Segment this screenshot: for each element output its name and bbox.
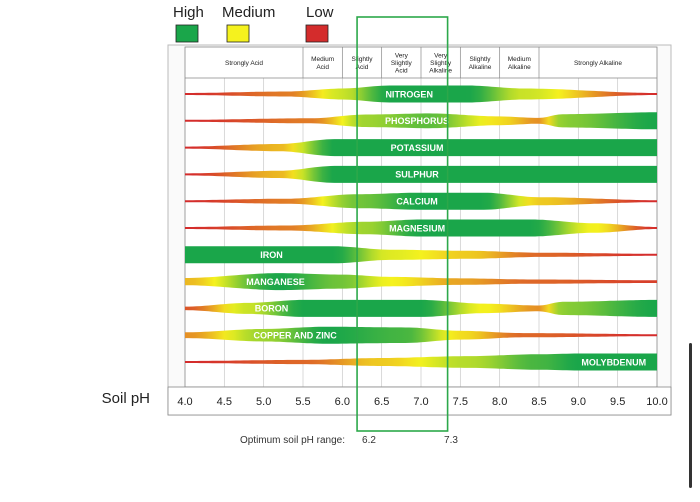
axis-strip xyxy=(167,386,672,416)
nutrient-band-shape xyxy=(185,353,657,371)
zone-label: Acid xyxy=(316,64,329,71)
nutrient-band-molybdenum: MOLYBDENUM xyxy=(185,353,657,371)
nutrient-band-shape xyxy=(185,85,657,103)
zone-label: Strongly Acid xyxy=(225,60,263,67)
nutrient-band-iron: IRON xyxy=(185,246,657,264)
ph-zone-headers: Strongly AcidMediumAcidSlightlyAcidVeryS… xyxy=(225,47,622,78)
nutrient-band-shape xyxy=(185,219,657,237)
legend-label: Low xyxy=(306,4,334,21)
x-tick-label: 9.0 xyxy=(571,396,586,408)
nutrient-label: PHOSPHORUS xyxy=(385,116,449,126)
zone-label: Very xyxy=(434,52,448,59)
nutrient-band-nitrogen: NITROGEN xyxy=(185,85,657,103)
x-tick-label: 6.0 xyxy=(335,396,350,408)
zone-label: Medium xyxy=(508,56,531,63)
zone-label: Slightly xyxy=(352,56,374,63)
nutrient-label: SULPHUR xyxy=(395,170,439,180)
zone-label: Slightly xyxy=(391,60,413,67)
optimum-range-from: 6.2 xyxy=(362,435,376,446)
x-tick-label: 5.5 xyxy=(295,396,310,408)
optimum-range: Optimum soil pH range: 6.2 7.3 xyxy=(240,16,458,446)
nutrient-bands: NITROGEN PHOSPHORUS POTASSIUM SULPHUR CALCIU… xyxy=(185,85,657,371)
nutrient-label: COPPER AND ZINC xyxy=(254,331,338,341)
x-tick-label: 8.0 xyxy=(492,396,507,408)
legend-swatch xyxy=(226,24,250,43)
zone-label: Acid xyxy=(356,64,369,71)
nutrient-band-shape xyxy=(185,273,657,291)
zone-label: Strongly Alkaline xyxy=(574,60,622,67)
nutrient-label: MANGANESE xyxy=(246,277,305,287)
zone-header: Strongly Acid xyxy=(225,60,263,67)
zone-label: Slightly xyxy=(470,56,492,63)
nutrient-label: BORON xyxy=(255,304,289,314)
optimum-range-to: 7.3 xyxy=(444,435,458,446)
x-tick-label: 8.5 xyxy=(531,396,546,408)
nutrient-band-phosphorus: PHOSPHORUS xyxy=(185,112,657,130)
nutrient-label: POTASSIUM xyxy=(391,143,444,153)
x-tick-label: 4.5 xyxy=(217,396,232,408)
legend: High Medium Low xyxy=(173,4,334,43)
zone-label: Alkaline xyxy=(508,64,531,71)
nutrient-band-boron: BORON xyxy=(185,299,657,317)
x-tick-label: 10.0 xyxy=(646,396,667,408)
nutrient-label: MAGNESIUM xyxy=(389,223,445,233)
nutrient-label: CALCIUM xyxy=(396,197,438,207)
legend-item-high: High xyxy=(173,4,204,43)
nutrient-band-shape xyxy=(185,192,657,210)
nutrient-band-shape xyxy=(185,139,657,157)
optimum-range-label: Optimum soil pH range: xyxy=(240,435,345,446)
legend-item-low: Low xyxy=(305,4,334,43)
nutrient-band-magnesium: MAGNESIUM xyxy=(185,219,657,237)
nutrient-label: MOLYBDENUM xyxy=(581,357,646,367)
zone-label: Acid xyxy=(395,68,408,75)
x-tick-label: 4.0 xyxy=(177,396,192,408)
vertical-scrollbar[interactable] xyxy=(689,343,692,488)
nutrient-label: IRON xyxy=(260,250,283,260)
legend-item-medium: Medium xyxy=(222,4,275,43)
nutrient-band-calcium: CALCIUM xyxy=(185,192,657,210)
x-axis-title: Soil pH xyxy=(102,390,150,407)
nutrient-band-copper-and-zinc: COPPER AND ZINC xyxy=(185,326,657,344)
zone-label: Very xyxy=(395,52,409,59)
zone-label: Alkaline xyxy=(469,64,492,71)
x-tick-label: 5.0 xyxy=(256,396,271,408)
nutrient-band-potassium: POTASSIUM xyxy=(185,139,657,157)
nutrient-band-manganese: MANGANESE xyxy=(185,273,657,291)
zone-label: Alkaline xyxy=(429,68,452,75)
zone-header: Strongly Alkaline xyxy=(538,47,622,78)
nutrient-band-shape xyxy=(185,326,657,344)
x-tick-label: 6.5 xyxy=(374,396,389,408)
nutrient-band-shape xyxy=(185,165,657,183)
legend-swatch xyxy=(175,24,199,43)
nutrient-band-shape xyxy=(185,246,657,264)
x-tick-label: 7.5 xyxy=(453,396,468,408)
zone-label: Medium xyxy=(311,56,334,63)
optimum-range-box xyxy=(356,16,449,432)
nutrient-label: NITROGEN xyxy=(385,89,433,99)
legend-swatch xyxy=(305,24,329,43)
legend-label: Medium xyxy=(222,4,275,21)
nutrient-band-shape xyxy=(185,112,657,130)
legend-label: High xyxy=(173,4,204,21)
x-tick-label: 7.0 xyxy=(413,396,428,408)
nutrient-band-sulphur: SULPHUR xyxy=(185,165,657,183)
zone-label: Slightly xyxy=(430,60,452,67)
x-tick-label: 9.5 xyxy=(610,396,625,408)
x-axis: 4.0 4.5 5.0 5.5 6.0 6.5 7.0 7.5 8.0 8.5 9.0 9.5 10.0… xyxy=(102,386,672,416)
nutrient-band-shape xyxy=(185,299,657,317)
